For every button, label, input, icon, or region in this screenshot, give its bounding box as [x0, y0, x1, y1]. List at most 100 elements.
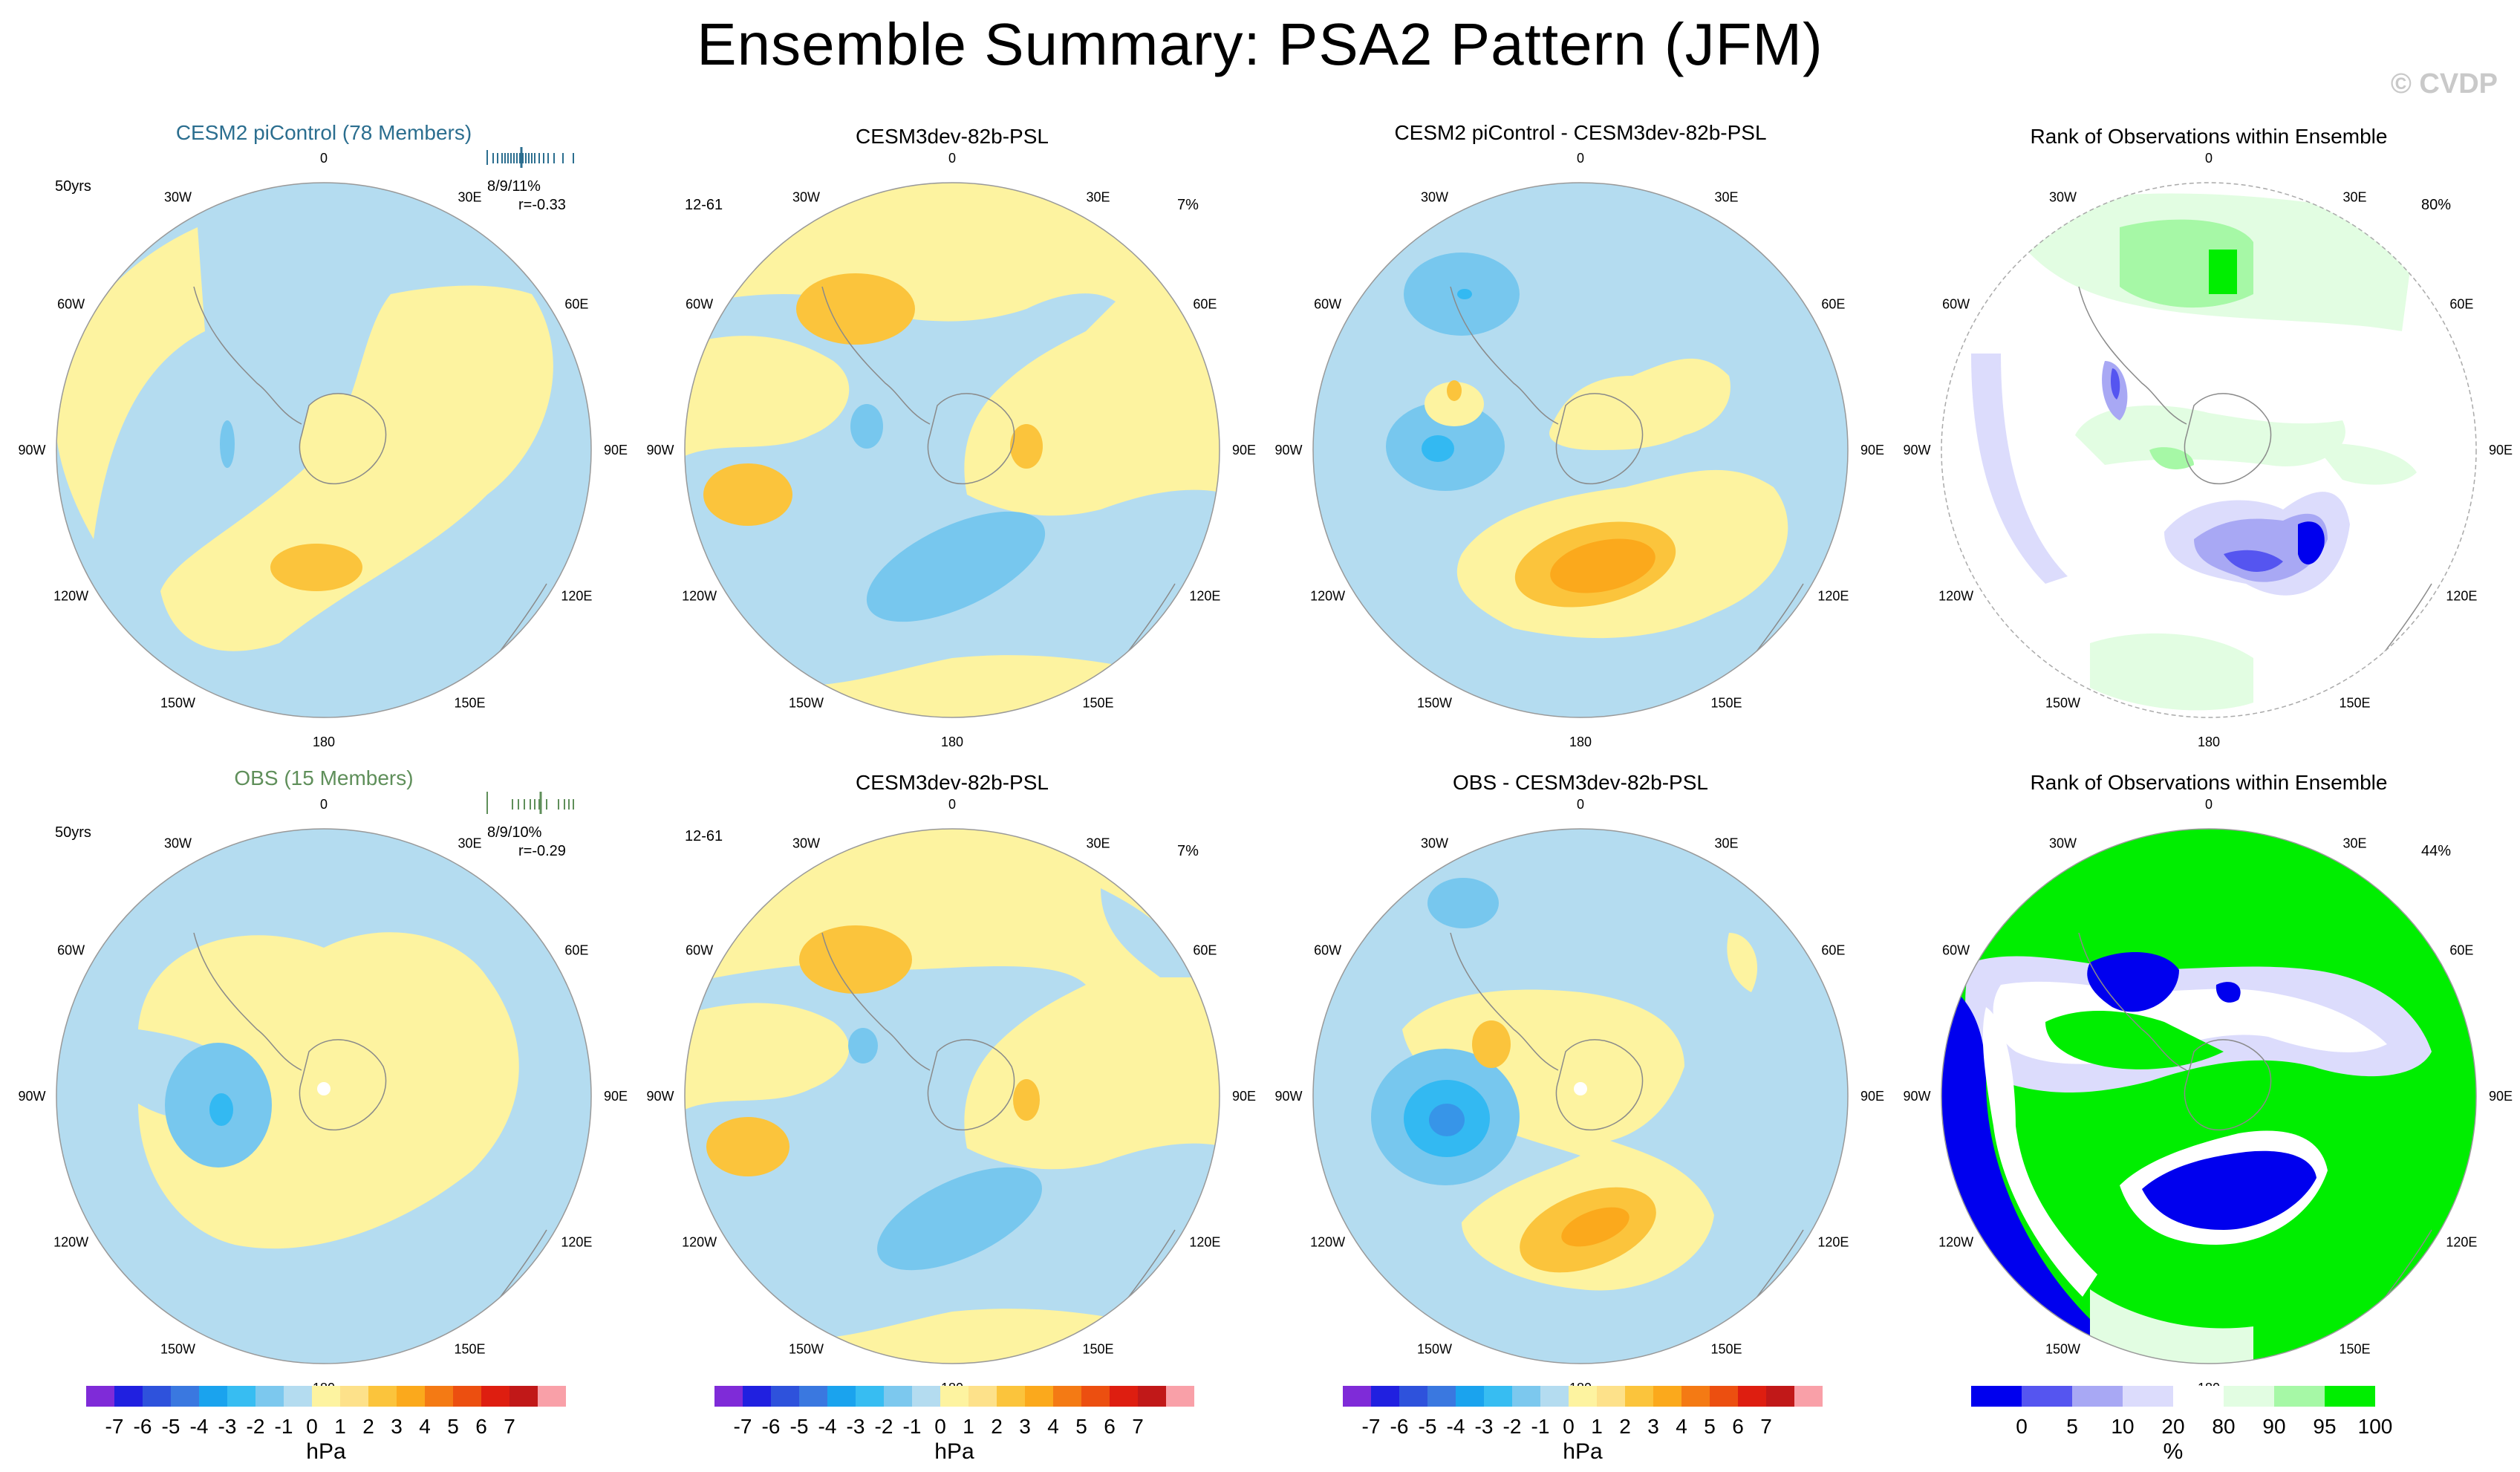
colorbar-swatch: [481, 1386, 509, 1407]
lon-label: 30E: [1086, 836, 1110, 851]
pct-label-4: 80%: [2421, 197, 2452, 213]
years-label-2: 12-61: [685, 197, 723, 213]
colorbar-swatch: [368, 1386, 397, 1407]
lon-label: 30W: [792, 190, 820, 205]
lon-label: 120E: [1189, 589, 1220, 604]
colorbar-tick-label: 4: [1047, 1415, 1059, 1438]
lon-label: 30W: [1421, 190, 1448, 205]
negative-anomaly-core: [220, 420, 235, 468]
south-america-coast: [193, 286, 302, 425]
colorbar-swatch: [1710, 1386, 1738, 1407]
lon-label: 30W: [2049, 836, 2077, 851]
lon-label: 90W: [1274, 443, 1302, 457]
colorbar-swatch: [227, 1386, 255, 1407]
lon-label: 120W: [1310, 589, 1345, 604]
lon-label: 30W: [2049, 190, 2077, 205]
lon-label: 0: [320, 797, 328, 812]
colorbar-swatch: [1343, 1386, 1371, 1407]
lon-label: 30W: [164, 190, 192, 205]
colorbar-swatch: [1138, 1386, 1166, 1407]
lon-label: 120W: [1938, 589, 1973, 604]
colorbar-tick-label: 1: [1591, 1415, 1603, 1438]
colorbar-swatch: [1971, 1386, 2022, 1407]
colorbar-tick-label: 2: [991, 1415, 1003, 1438]
lon-label: 0: [2205, 797, 2213, 812]
lon-label: 30W: [792, 836, 820, 851]
colorbar-tick-label: 0: [2016, 1415, 2028, 1438]
lon-label: 60E: [564, 943, 588, 958]
colorbar-tick-label: -6: [762, 1415, 781, 1438]
colorbar-swatch: [284, 1386, 312, 1407]
colorbar-swatch: [1399, 1386, 1427, 1407]
lon-label: 0: [1577, 151, 1584, 166]
colorbar-tick-label: 0: [934, 1415, 946, 1438]
lon-label: 90W: [1903, 443, 1930, 457]
map-panel-3: 0 30E 60E 90E 120E 150E 180 150W 120W 90W 60W 30W: [1274, 151, 1884, 749]
colorbar-swatch: [1427, 1386, 1456, 1407]
colorbar-swatch: [2022, 1386, 2072, 1407]
colorbar-tick-label: -2: [1503, 1415, 1522, 1438]
colorbar-tick-label: 7: [504, 1415, 515, 1438]
colorbar-tick-label: 7: [1760, 1415, 1772, 1438]
lon-label: 90E: [1860, 1089, 1884, 1104]
copyright-mark: © CVDP: [2390, 68, 2498, 100]
lon-label: 60W: [57, 297, 85, 312]
lon-label: 150W: [1417, 1341, 1452, 1356]
colorbar-tick-label: 20: [2161, 1415, 2184, 1438]
pct-label-2: 7%: [1177, 197, 1199, 213]
lon-label: 60W: [1314, 297, 1341, 312]
lon-label: 150E: [1082, 695, 1113, 710]
lon-label: 60W: [1942, 297, 1970, 312]
lon-label: 120E: [561, 1235, 592, 1250]
colorbar-tick-label: 1: [334, 1415, 346, 1438]
colorbar-swatch: [143, 1386, 171, 1407]
colorbar-tick-label: -3: [1475, 1415, 1494, 1438]
colorbar-swatch: [940, 1386, 968, 1407]
lon-label: 0: [1577, 797, 1584, 812]
lon-label: 90W: [646, 1089, 674, 1104]
lon-label: 120W: [53, 1235, 88, 1250]
colorbar-swatch: [453, 1386, 481, 1407]
colorbar-swatch: [2224, 1386, 2274, 1407]
colorbar-swatch: [86, 1386, 114, 1407]
lon-label: 30E: [1714, 836, 1738, 851]
lon-label: 150E: [454, 1341, 485, 1356]
lon-label: 90E: [604, 443, 628, 457]
colorbar-swatch: [1653, 1386, 1681, 1407]
colorbar-swatch: [397, 1386, 425, 1407]
lon-label: 0: [2205, 151, 2213, 166]
years-label-5: 50yrs: [55, 824, 91, 841]
colorbar-swatch: [1625, 1386, 1653, 1407]
colorbar-tick-label: -3: [847, 1415, 865, 1438]
member-ticks-1: [486, 147, 574, 168]
colorbar-tick-label: 2: [362, 1415, 374, 1438]
lon-label: 30W: [164, 836, 192, 851]
colorbar-tick-label: 4: [419, 1415, 431, 1438]
lon-label: 30W: [1421, 836, 1448, 851]
positive-anomaly-core: [270, 544, 362, 591]
colorbar-psl-3: -7 -6 -5 -4 -3 -2 -1 0 1 2 3 4 5 6 7 hPa: [1343, 1386, 1823, 1464]
lon-label: 120E: [1817, 589, 1849, 604]
colorbar-tick-label: 5: [1704, 1415, 1716, 1438]
colorbar-swatch: [884, 1386, 912, 1407]
colorbar-tick-label: -6: [134, 1415, 152, 1438]
colorbar-tick-label: 6: [1104, 1415, 1116, 1438]
colorbar-tick-label: 100: [2358, 1415, 2393, 1438]
pct-label-6: 7%: [1177, 843, 1199, 859]
colorbar-tick-label: -7: [734, 1415, 752, 1438]
colorbar-swatch: [827, 1386, 856, 1407]
colorbar-tick-label: -1: [903, 1415, 922, 1438]
stats-label-1: 8/9/11%: [487, 178, 541, 195]
panel-title-7: OBS - CESM3dev-82b-PSL: [1453, 771, 1708, 794]
lon-label: 120E: [561, 589, 592, 604]
lon-label: 0: [320, 151, 328, 166]
lon-label: 60E: [1193, 943, 1217, 958]
colorbar-tick-label: -4: [190, 1415, 209, 1438]
colorbar-swatch: [1569, 1386, 1597, 1407]
colorbar-units: hPa: [1563, 1439, 1603, 1464]
colorbar-units: hPa: [306, 1439, 346, 1464]
lon-label: 150E: [2339, 1341, 2370, 1356]
